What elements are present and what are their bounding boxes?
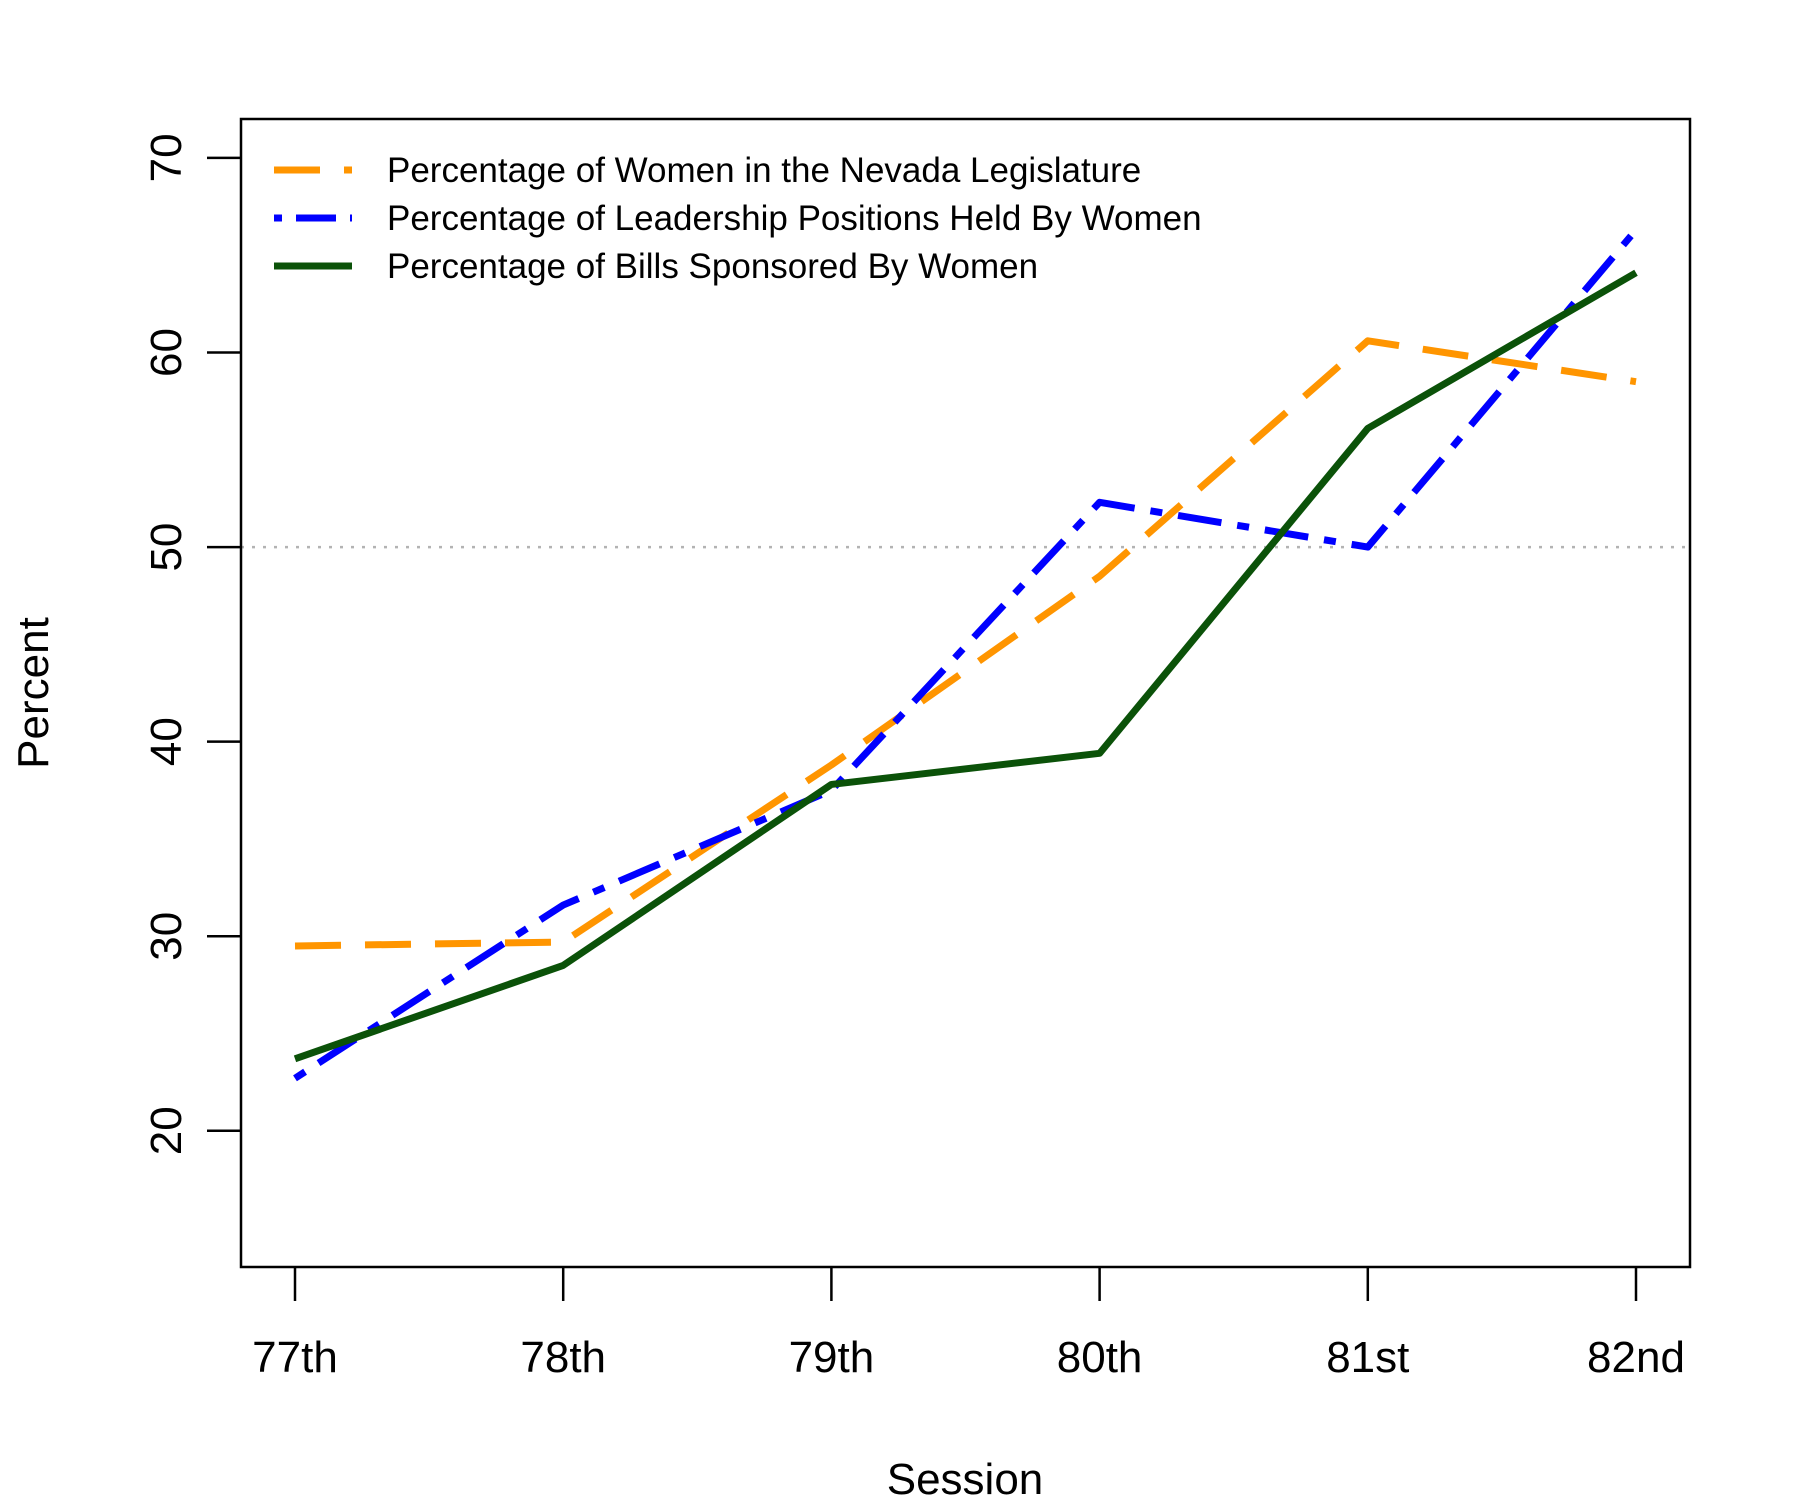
series-layer bbox=[293, 227, 1639, 1082]
x-axis-title: Session bbox=[887, 1455, 1044, 1500]
x-tick-label: 81st bbox=[1326, 1333, 1409, 1382]
y-tick-label: 20 bbox=[142, 1106, 191, 1155]
x-tick-label: 77th bbox=[252, 1333, 338, 1382]
legend-label-2: Percentage of Leadership Positions Held … bbox=[387, 199, 1202, 238]
y-tick-label: 60 bbox=[142, 328, 191, 377]
x-tick-label: 82nd bbox=[1587, 1333, 1685, 1382]
plot-frame bbox=[239, 117, 1692, 1269]
legend-label-3: Percentage of Bills Sponsored By Women bbox=[387, 247, 1038, 286]
legend-label-1: Percentage of Women in the Nevada Legisl… bbox=[387, 151, 1141, 190]
y-axis: 20 30 40 50 60 70 bbox=[142, 133, 241, 1155]
x-tick-label: 80th bbox=[1057, 1333, 1143, 1382]
y-tick-label: 30 bbox=[142, 912, 191, 961]
x-tick-label: 78th bbox=[520, 1333, 606, 1382]
y-axis-title: Percent bbox=[9, 617, 58, 769]
y-tick-label: 70 bbox=[142, 133, 191, 182]
x-tick-label: 79th bbox=[789, 1333, 875, 1382]
y-tick-label: 50 bbox=[142, 523, 191, 572]
series-line-3 bbox=[293, 269, 1638, 1063]
series-line-2 bbox=[293, 227, 1639, 1082]
y-tick-label: 40 bbox=[142, 717, 191, 766]
series-line-1 bbox=[294, 337, 1637, 950]
x-axis: 77th 78th 79th 80th 81st 82nd bbox=[252, 1267, 1685, 1382]
legend: Percentage of Women in the Nevada Legisl… bbox=[274, 151, 1202, 286]
